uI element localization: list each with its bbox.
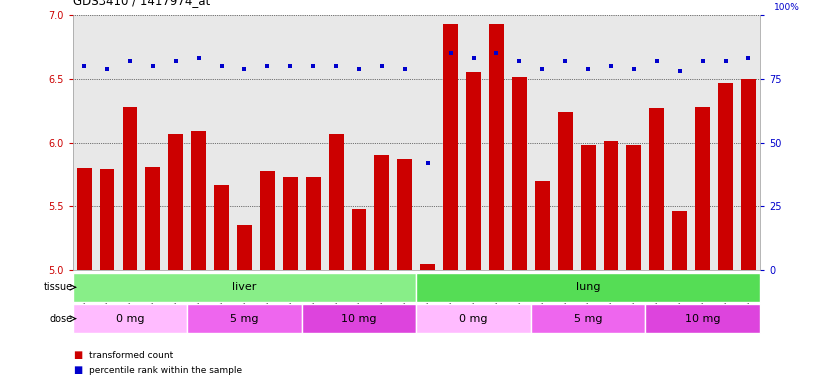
Bar [214,185,229,270]
Point [101,66,114,72]
Point [650,58,663,64]
Point [742,55,755,61]
Point [353,66,366,72]
Bar [531,304,645,333]
Bar [192,131,206,270]
Bar [260,170,275,270]
Point [215,63,228,69]
Bar [100,169,115,270]
Bar [718,83,733,270]
Bar [306,177,320,270]
Point [696,58,710,64]
Bar [420,264,435,270]
Point [627,66,640,72]
Point [375,63,388,69]
Point [169,58,183,64]
Bar [489,24,504,270]
Point [261,63,274,69]
Point [513,58,526,64]
Bar [645,304,760,333]
Bar [672,212,687,270]
Bar [374,155,389,270]
Bar [416,304,531,333]
Bar [695,107,710,270]
Bar [329,134,344,270]
Text: GDS3410 / 1417974_at: GDS3410 / 1417974_at [73,0,210,7]
Point [421,160,434,166]
Bar [741,79,756,270]
Point [78,63,91,69]
Text: 0 mg: 0 mg [459,314,488,324]
Bar [558,112,572,270]
Bar [122,107,137,270]
Point [330,63,343,69]
Text: 10 mg: 10 mg [341,314,377,324]
Bar [649,108,664,270]
Text: ■: ■ [73,350,82,360]
Point [719,58,732,64]
Text: 5 mg: 5 mg [230,314,259,324]
Text: transformed count: transformed count [89,351,173,359]
Bar [466,73,481,270]
Text: tissue: tissue [44,282,73,292]
Point [283,63,297,69]
Text: 0 mg: 0 mg [116,314,145,324]
Point [605,63,618,69]
Point [582,66,595,72]
Bar [282,177,297,270]
Bar [301,304,416,333]
Point [467,55,480,61]
Bar [73,273,416,302]
Bar [444,24,458,270]
Text: ■: ■ [73,365,82,376]
Bar [397,159,412,270]
Point [673,68,686,74]
Point [558,58,572,64]
Text: dose: dose [50,314,73,324]
Bar [604,141,619,270]
Bar [77,168,92,270]
Text: percentile rank within the sample: percentile rank within the sample [89,366,242,375]
Bar [626,145,641,270]
Bar [73,304,188,333]
Point [123,58,136,64]
Point [536,66,549,72]
Point [398,66,411,72]
Point [238,66,251,72]
Bar [535,181,550,270]
Point [306,63,320,69]
Bar [416,273,760,302]
Bar [581,145,596,270]
Point [192,55,206,61]
Bar [188,304,301,333]
Bar [237,225,252,270]
Bar [352,209,367,270]
Point [146,63,159,69]
Text: liver: liver [232,282,257,292]
Text: 100%: 100% [774,3,800,12]
Bar [145,167,160,270]
Text: lung: lung [576,282,601,292]
Point [444,50,458,56]
Text: 10 mg: 10 mg [685,314,720,324]
Point [490,50,503,56]
Text: 5 mg: 5 mg [574,314,602,324]
Bar [512,78,527,270]
Bar [169,134,183,270]
